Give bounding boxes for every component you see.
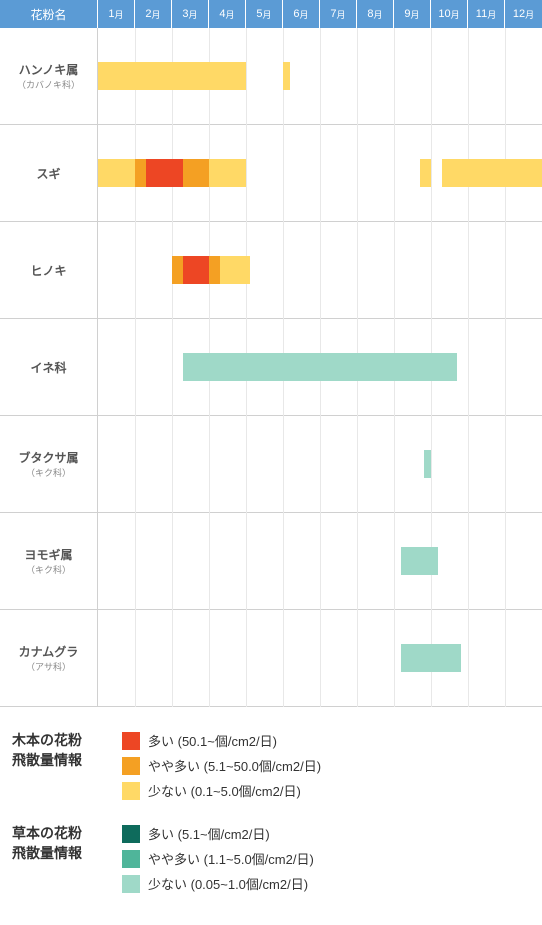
- header-month-cell: 8月: [357, 0, 394, 28]
- legend-label: 少ない (0.1~5.0個/cm2/日): [148, 781, 301, 800]
- header-month-cell: 6月: [283, 0, 320, 28]
- row-name: ブタクサ属（キク科）: [0, 416, 98, 512]
- row-bar-area: [98, 125, 542, 222]
- pollen-row: イネ科: [0, 319, 542, 416]
- pollen-bar: [424, 450, 431, 478]
- legend-swatch: [122, 850, 140, 868]
- legend-label: やや多い (1.1~5.0個/cm2/日): [148, 849, 314, 868]
- legend-item: 少ない (0.1~5.0個/cm2/日): [122, 781, 530, 800]
- header-name-cell: 花粉名: [0, 0, 98, 28]
- legend-item: やや多い (1.1~5.0個/cm2/日): [122, 849, 530, 868]
- legend-item: やや多い (5.1~50.0個/cm2/日): [122, 756, 530, 775]
- header-month-cell: 5月: [246, 0, 283, 28]
- row-name: カナムグラ（アサ科）: [0, 610, 98, 706]
- row-name: イネ科: [0, 319, 98, 415]
- header-month-cell: 9月: [394, 0, 431, 28]
- header-month-cell: 7月: [320, 0, 357, 28]
- pollen-bar: [146, 159, 183, 187]
- legend-group: 草本の花粉飛散量情報 多い (5.1~個/cm2/日) やや多い (1.1~5.0個…: [12, 824, 530, 899]
- pollen-bar: [98, 62, 246, 90]
- header-row: 花粉名1月2月3月4月5月6月7月8月9月10月11月12月: [0, 0, 542, 28]
- pollen-row: ブタクサ属（キク科）: [0, 416, 542, 513]
- row-name: スギ: [0, 125, 98, 221]
- pollen-calendar-chart: 花粉名1月2月3月4月5月6月7月8月9月10月11月12月 ハンノキ属（カバノ…: [0, 0, 542, 925]
- row-bar-area: [98, 610, 542, 707]
- pollen-row: ハンノキ属（カバノキ科）: [0, 28, 542, 125]
- header-month-cell: 12月: [505, 0, 542, 28]
- legend-item: 多い (50.1~個/cm2/日): [122, 731, 530, 750]
- row-bar-area: [98, 28, 542, 125]
- legend-swatch: [122, 825, 140, 843]
- row-bar-area: [98, 416, 542, 513]
- legend-swatch: [122, 732, 140, 750]
- pollen-bar: [442, 159, 542, 187]
- header-month-cell: 11月: [468, 0, 505, 28]
- header-month-cell: 3月: [172, 0, 209, 28]
- header-month-cell: 4月: [209, 0, 246, 28]
- pollen-bar: [401, 644, 460, 672]
- pollen-bar: [420, 159, 431, 187]
- legend-item: 多い (5.1~個/cm2/日): [122, 824, 530, 843]
- legend-swatch: [122, 757, 140, 775]
- legend-label: 多い (5.1~個/cm2/日): [148, 824, 270, 843]
- legend-title: 木本の花粉飛散量情報: [12, 731, 122, 806]
- legend: 木本の花粉飛散量情報 多い (50.1~個/cm2/日) やや多い (5.1~50.…: [0, 707, 542, 925]
- pollen-row: カナムグラ（アサ科）: [0, 610, 542, 707]
- legend-label: 多い (50.1~個/cm2/日): [148, 731, 277, 750]
- legend-item: 少ない (0.05~1.0個/cm2/日): [122, 874, 530, 893]
- legend-label: やや多い (5.1~50.0個/cm2/日): [148, 756, 321, 775]
- row-bar-area: [98, 319, 542, 416]
- pollen-bar: [283, 62, 290, 90]
- pollen-row: ヒノキ: [0, 222, 542, 319]
- pollen-bar: [401, 547, 438, 575]
- row-bar-area: [98, 222, 542, 319]
- header-month-cell: 10月: [431, 0, 468, 28]
- header-month-cell: 1月: [98, 0, 135, 28]
- legend-group: 木本の花粉飛散量情報 多い (50.1~個/cm2/日) やや多い (5.1~50.…: [12, 731, 530, 806]
- row-name: ヨモギ属（キク科）: [0, 513, 98, 609]
- legend-label: 少ない (0.05~1.0個/cm2/日): [148, 874, 308, 893]
- header-month-cell: 2月: [135, 0, 172, 28]
- row-name: ハンノキ属（カバノキ科）: [0, 28, 98, 124]
- legend-swatch: [122, 875, 140, 893]
- legend-title: 草本の花粉飛散量情報: [12, 824, 122, 899]
- legend-swatch: [122, 782, 140, 800]
- row-bar-area: [98, 513, 542, 610]
- pollen-bar: [183, 353, 457, 381]
- pollen-bar: [183, 256, 209, 284]
- pollen-row: ヨモギ属（キク科）: [0, 513, 542, 610]
- row-name: ヒノキ: [0, 222, 98, 318]
- pollen-row: スギ: [0, 125, 542, 222]
